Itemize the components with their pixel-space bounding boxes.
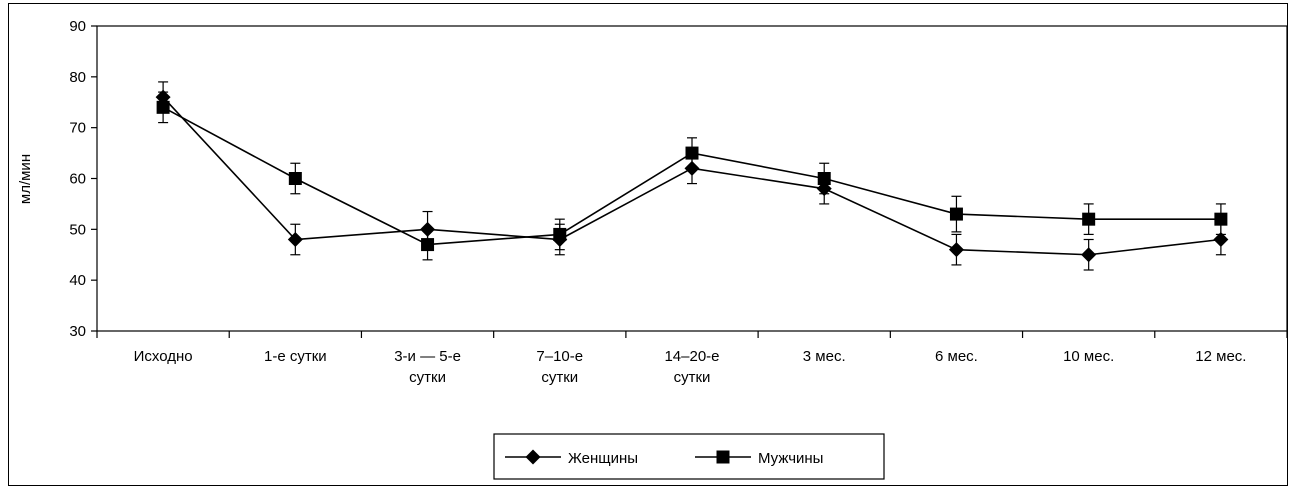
data-point [1081,247,1097,263]
x-tick-label: 3-и — 5-е сутки [394,348,461,386]
x-tick-label: 1-е сутки [264,348,327,365]
x-tick-label-line: 10 мес. [1063,348,1114,365]
series-men [156,91,1228,261]
legend-label: Мужчины [758,450,823,467]
data-point [1214,212,1228,226]
y-tick-label: 90 [69,18,86,35]
x-tick-label: 6 мес. [935,348,978,365]
x-tick-label-line: 3-и — 5-е [394,348,461,365]
data-point [948,242,964,258]
data-point [685,146,699,160]
y-tick-label: 70 [69,120,86,137]
series-layer [155,81,1229,271]
data-point [817,172,831,185]
data-point [1082,212,1096,226]
x-tick-label: 10 мес. [1063,348,1114,365]
y-tick-label: 50 [69,221,86,238]
data-point [421,238,435,252]
axes: 30 40 50 60 70 80 90 Исходно 1-е сутки 3-и — 5-е с… [69,18,1288,386]
data-point [553,227,567,241]
y-tick-label: 80 [69,69,86,86]
x-tick-label: 14–20-е сутки [664,348,719,386]
x-tick-label-line: сутки [541,369,578,386]
x-tick-label: 7–10-е сутки [536,348,583,386]
x-tick-label-line: 1-е сутки [264,348,327,365]
x-tick-label: Исходно [134,348,193,365]
x-tick-label: 12 мес. [1195,348,1246,365]
x-tick-label-line: 14–20-е [664,348,719,365]
x-tick-label: 3 мес. [803,348,846,365]
data-point [288,172,302,185]
x-tick-label-line: Исходно [134,348,193,365]
x-tick-label-line: 6 мес. [935,348,978,365]
x-tick-label-line: сутки [674,369,711,386]
data-point [1213,232,1229,247]
y-axis-label: мл/мин [17,154,34,204]
legend: Женщины Мужчины [493,433,885,480]
x-tick-label-line: сутки [409,369,446,386]
data-point [156,100,170,114]
data-point [949,207,963,221]
legend-label: Женщины [568,450,638,467]
y-tick-label: 40 [69,272,86,289]
legend-marker [525,449,541,465]
y-tick-label: 30 [69,323,86,340]
x-tick-label-line: 3 мес. [803,348,846,365]
legend-marker [716,450,730,464]
chart-frame [8,3,1288,486]
x-tick-label-line: 7–10-е [536,348,583,365]
data-point [287,232,303,247]
y-tick-label: 60 [69,171,86,188]
series-women [155,81,1229,271]
x-tick-label-line: 12 мес. [1195,348,1246,365]
